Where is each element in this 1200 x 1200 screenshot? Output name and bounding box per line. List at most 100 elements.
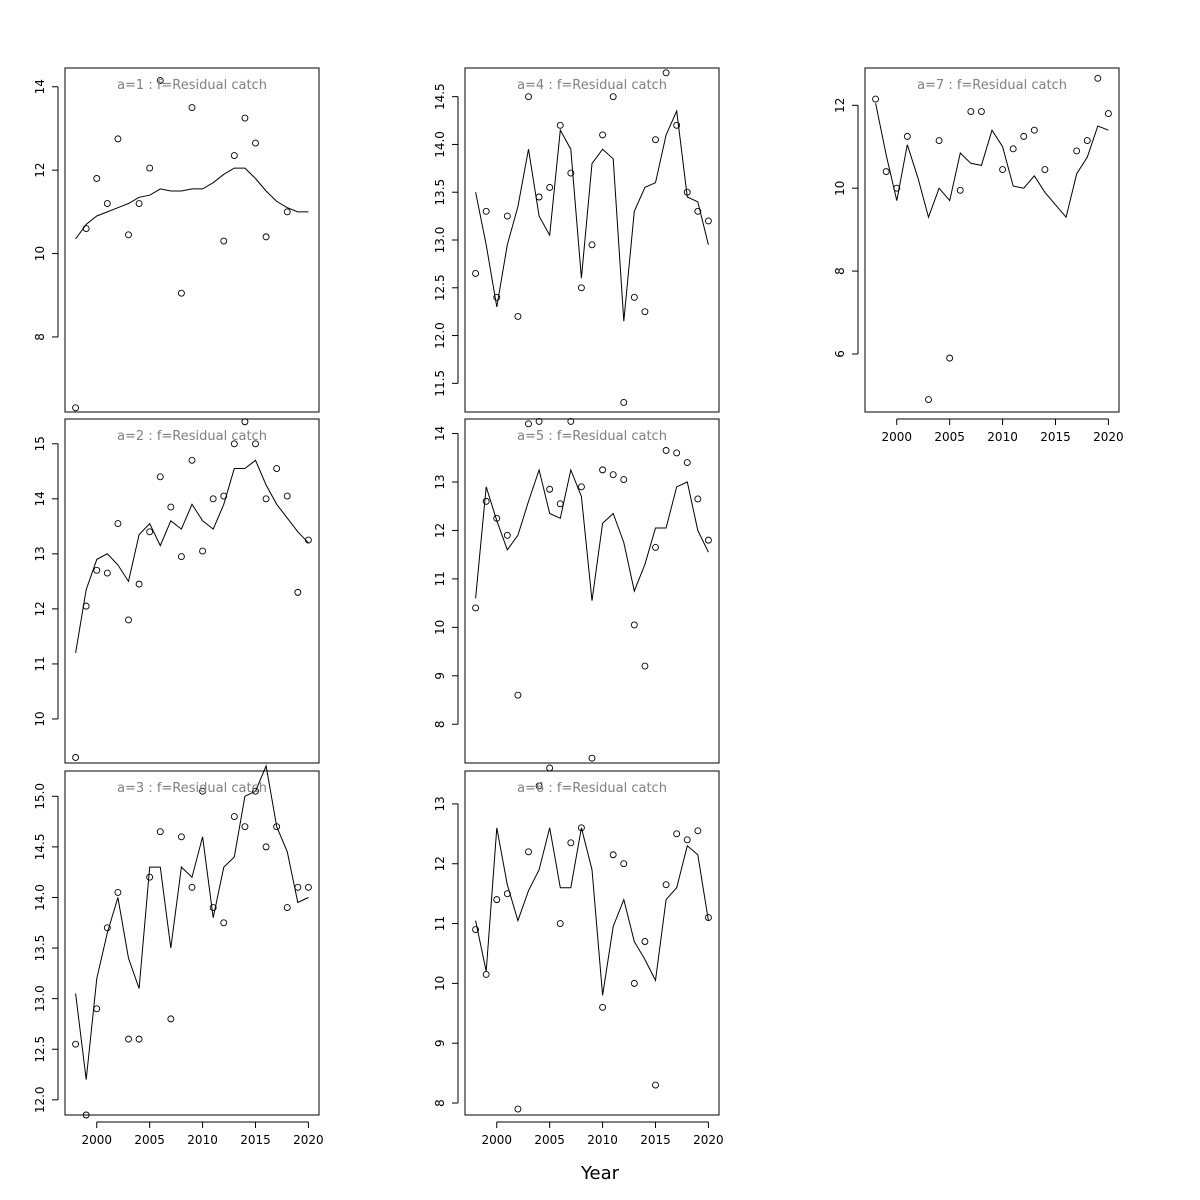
observed-point [472,926,480,933]
observed-point [694,495,702,503]
observed-point [599,1003,607,1011]
plot-frame [64,67,320,413]
x-tick-label: 2015 [640,1133,671,1147]
observed-point [893,184,901,192]
observed-point [493,293,501,301]
observed-point [220,492,228,500]
observed-point [114,135,122,143]
fitted-line [475,468,709,601]
x-tick-label: 2020 [693,1133,724,1147]
plot-frame [464,770,720,1116]
y-tick-label: 14.0 [433,131,447,158]
observed-point [252,440,259,448]
observed-point [177,553,185,561]
observed-point [609,93,617,101]
observed-point [977,108,985,115]
observed-point [472,269,480,277]
y-tick-label: 12 [33,601,47,616]
fitted-line [75,459,309,653]
observed-point [482,497,490,505]
observed-point [283,904,291,912]
observed-point [103,200,111,207]
chart-panel-3: 12.0 12.5 13.0 13.5 14.0 14.5 15.0 2000 2005 2010… [33,764,324,1147]
observed-point [683,188,691,196]
y-tick-label: 13.0 [433,227,447,254]
observed-point [525,93,532,101]
panel-title: a=4 : f=Residual catch [517,78,667,93]
x-tick-label: 2010 [987,430,1018,444]
observed-point [135,1035,143,1043]
observed-point [167,503,175,511]
observed-point [114,520,122,528]
observed-point [482,970,490,978]
observed-point [567,169,575,177]
observed-point [694,207,702,215]
observed-point [503,212,511,220]
observed-point [241,418,249,426]
x-tick-label: 2010 [187,1133,218,1147]
observed-point [704,536,712,544]
observed-point [577,284,585,292]
observed-point [230,813,238,820]
observed-point [546,183,554,191]
observed-point [925,396,932,404]
observed-point [535,193,543,201]
observed-point [1009,145,1017,153]
observed-point [546,764,554,772]
observed-point [609,851,617,859]
panel-title: a=7 : f=Residual catch [917,78,1067,93]
observed-point [556,920,564,928]
y-tick-label: 14.5 [33,834,47,861]
observed-point [577,824,585,832]
chart-panel-4: 11.5 12.0 12.5 13.0 13.5 14.0 14.5 a=4 : f=Resi… [433,67,720,413]
observed-point [241,114,249,122]
observed-point [1094,74,1102,82]
observed-point [188,883,196,891]
x-tick-label: 2000 [481,1133,512,1147]
chart-panel-7: 6 8 10 12 2000 2005 2010 2015 2020 a=7 : f=Residu… [833,67,1124,444]
y-tick-label: 14.0 [33,884,47,911]
observed-point [135,200,143,207]
observed-point [673,121,681,129]
observed-point [72,1040,80,1048]
y-tick-label: 9 [433,672,447,680]
observed-point [199,547,207,555]
observed-point [72,754,80,761]
x-tick-label: 2020 [1093,430,1124,444]
x-axis-title: Year [580,1163,620,1184]
observed-point [683,459,691,467]
observed-point [177,833,185,841]
y-tick-label: 9 [433,1039,447,1047]
fitted-line [475,109,709,322]
observed-point [103,924,111,932]
observed-point [641,662,649,670]
fitted-line [75,167,309,240]
observed-point [230,152,238,160]
observed-point [588,754,596,762]
chart-panel-2: 10 11 12 13 14 15 a=2 : f=Residual catch [33,418,320,764]
observed-point [93,566,101,574]
y-tick-label: 12 [33,163,47,178]
observed-point [620,860,628,868]
observed-point [1104,110,1112,118]
panel-title: a=2 : f=Residual catch [117,429,267,444]
x-tick-label: 2005 [134,1133,165,1147]
observed-point [82,602,90,610]
observed-point [673,830,681,838]
y-tick-label: 8 [833,267,847,275]
observed-point [283,208,291,216]
y-tick-label: 15 [33,436,47,451]
observed-point [935,137,943,144]
observed-point [146,164,154,172]
observed-point [1083,137,1091,144]
chart-panel-5: 8 9 10 11 12 13 14 a=5 : f=Residual catch [433,417,720,764]
observed-point [493,896,501,904]
observed-point [556,500,564,508]
observed-point [641,308,649,316]
observed-point [704,914,712,922]
observed-point [304,536,312,544]
y-tick-label: 12 [833,98,847,113]
x-tick-label: 2005 [934,430,965,444]
observed-point [93,175,101,182]
